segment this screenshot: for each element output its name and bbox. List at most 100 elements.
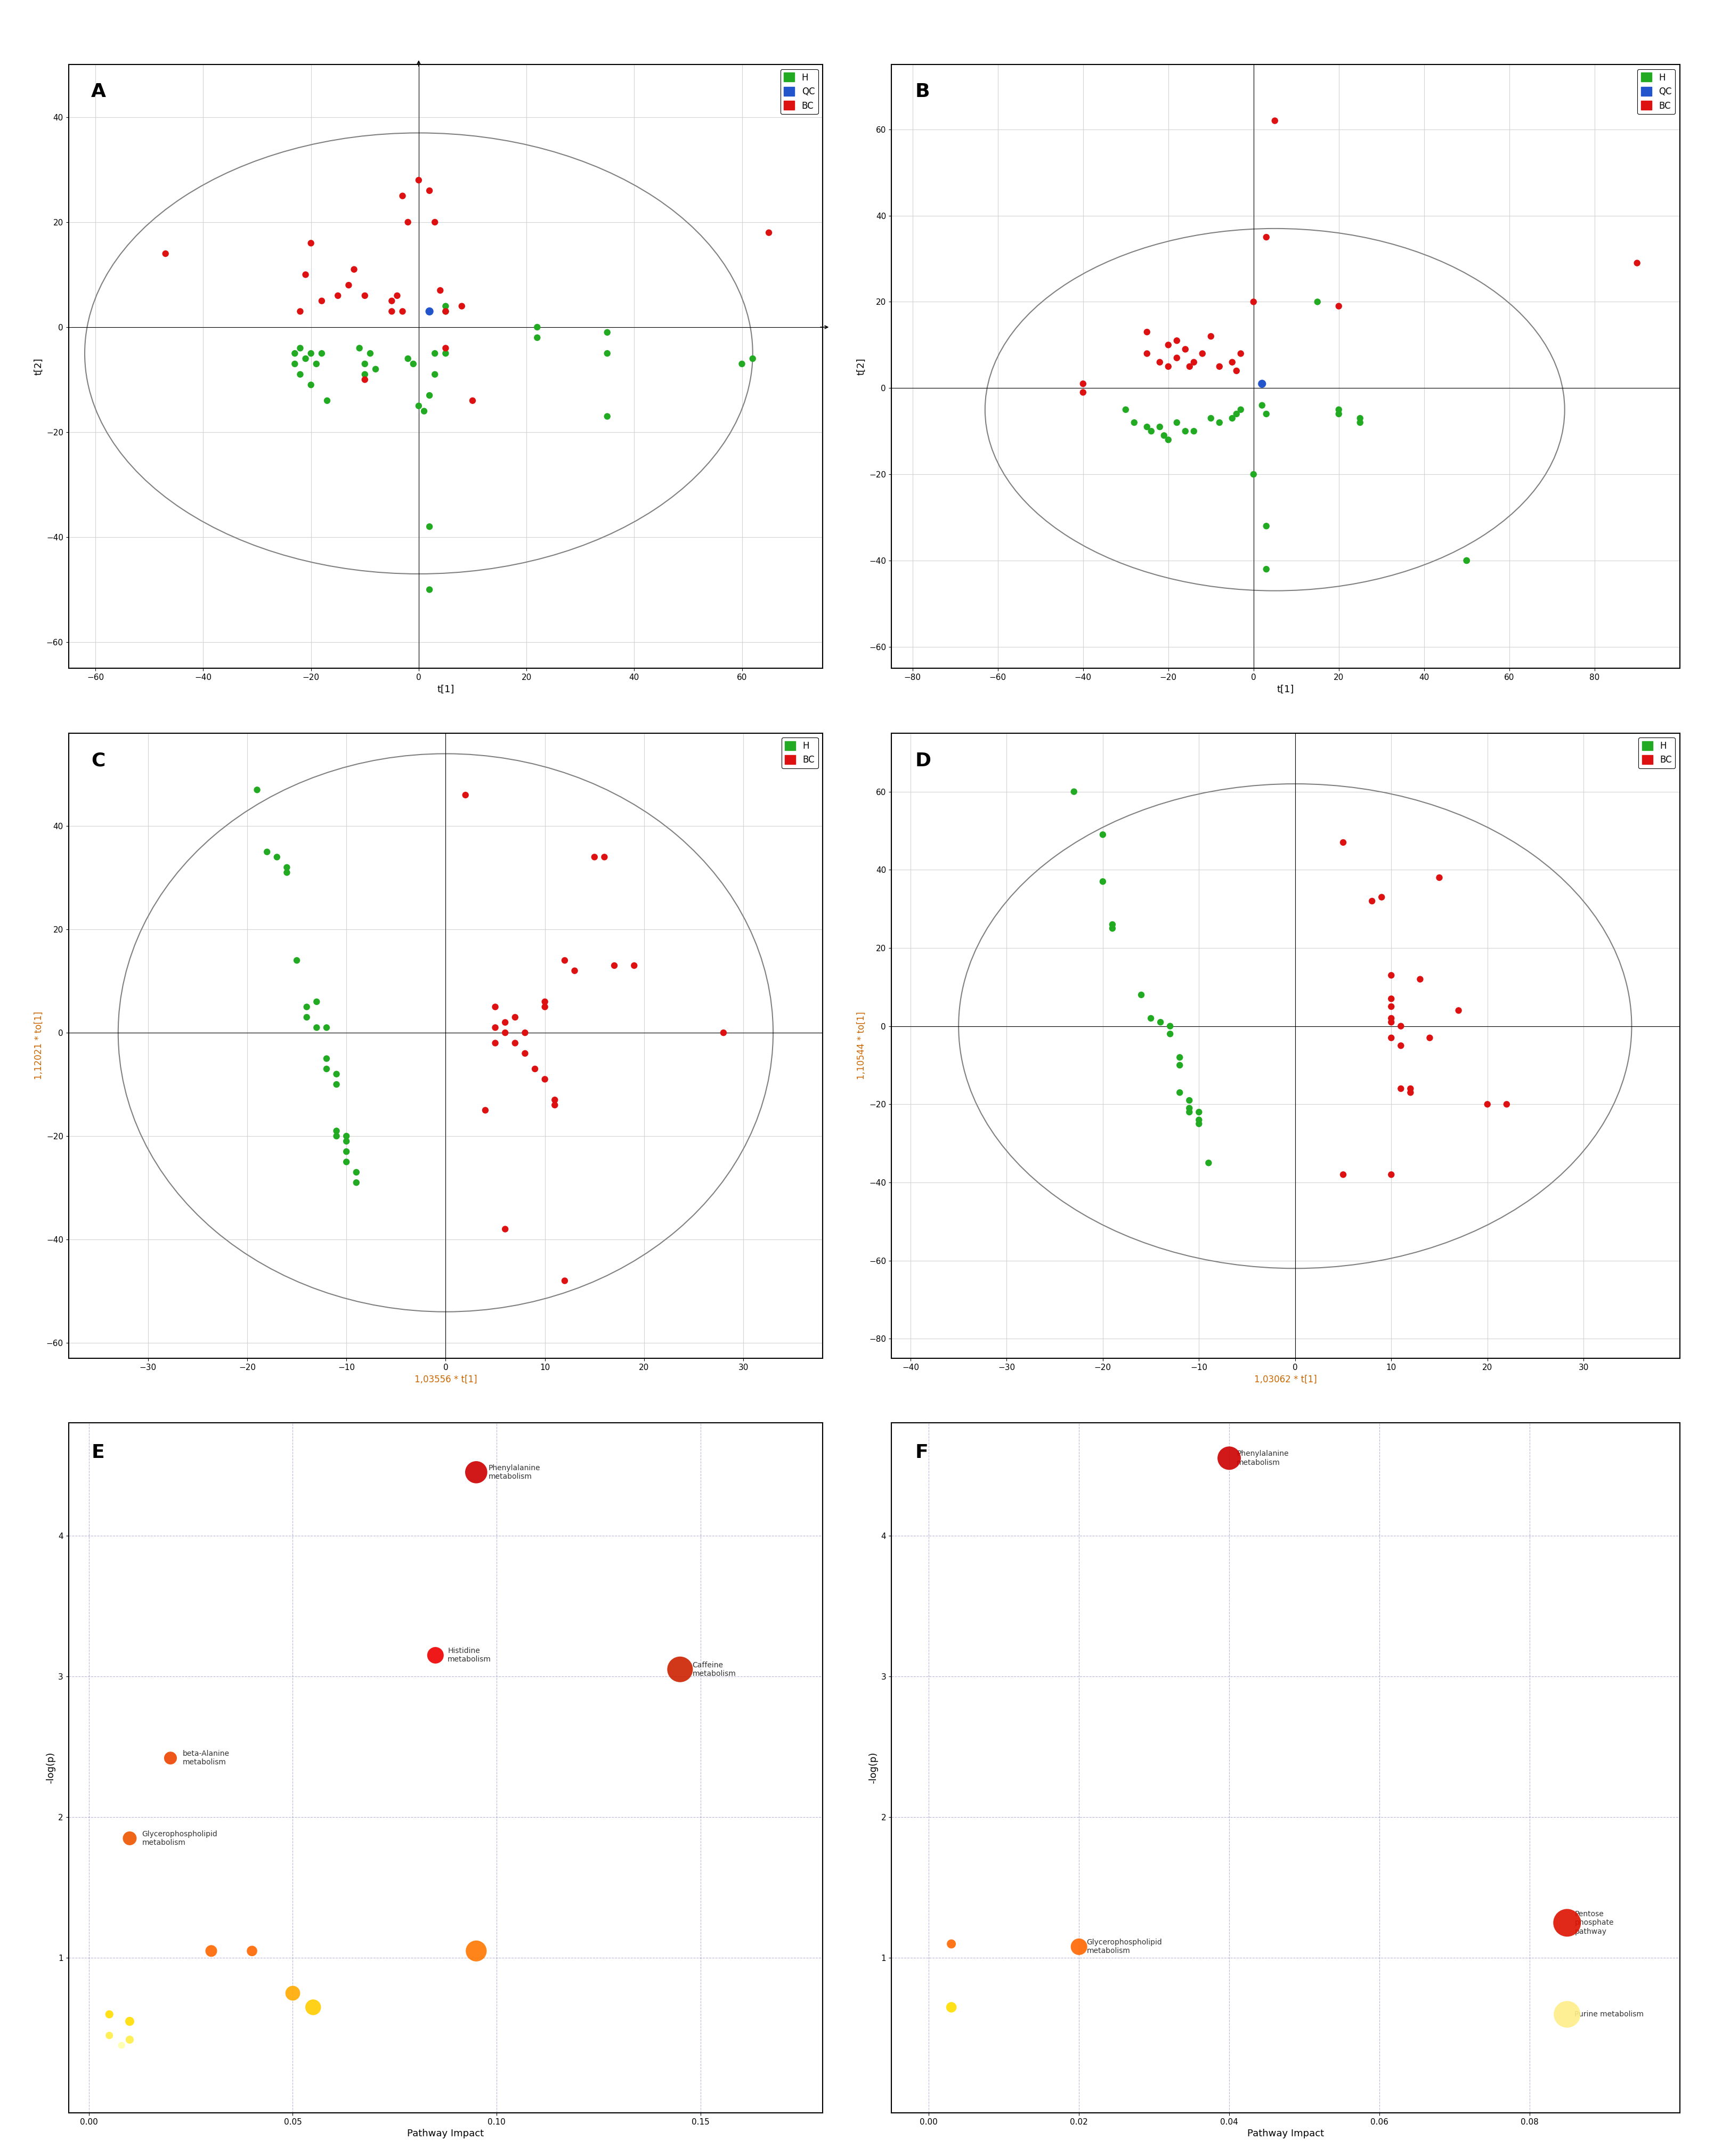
Point — [542, 1089, 569, 1123]
Point — [1147, 1005, 1174, 1039]
Point — [1347, 405, 1375, 440]
Point — [314, 384, 341, 418]
Text: A: A — [91, 82, 106, 101]
Point — [581, 841, 608, 875]
Point — [1099, 908, 1126, 942]
Text: Histidine
metabolism: Histidine metabolism — [447, 1647, 492, 1662]
Point — [351, 358, 379, 392]
Point — [1253, 552, 1280, 586]
Point — [1227, 336, 1255, 371]
Text: Purine metabolism: Purine metabolism — [1575, 2012, 1644, 2018]
Point — [417, 293, 444, 328]
Point — [333, 1145, 360, 1179]
Point — [281, 347, 309, 382]
Point — [334, 267, 362, 302]
Point — [333, 1134, 360, 1169]
Point — [309, 285, 336, 319]
Point — [1253, 397, 1280, 431]
Point — [1147, 410, 1174, 444]
Point — [243, 772, 271, 806]
Point — [1368, 880, 1395, 914]
Point — [1325, 392, 1352, 427]
Point — [1453, 543, 1481, 578]
Point — [153, 237, 180, 272]
Point — [1378, 1020, 1405, 1054]
Point — [394, 205, 422, 239]
Legend: H, QC, BC: H, QC, BC — [1637, 69, 1675, 114]
Point — [303, 347, 331, 382]
Point — [1325, 397, 1352, 431]
Point — [1253, 220, 1280, 254]
Point — [417, 509, 444, 543]
Point — [531, 985, 559, 1020]
Point — [938, 1927, 965, 1962]
Point — [346, 330, 374, 364]
Point — [1205, 349, 1232, 384]
Point — [427, 274, 454, 308]
Point — [1219, 345, 1246, 379]
Point — [1196, 319, 1224, 354]
Point — [492, 1015, 519, 1050]
Point — [96, 1996, 123, 2031]
Point — [417, 172, 444, 207]
Point — [1248, 388, 1275, 423]
Y-axis label: t[2]: t[2] — [857, 358, 866, 375]
Point — [291, 257, 319, 291]
Point — [550, 1263, 578, 1298]
X-axis label: 1,03062 * t[1]: 1,03062 * t[1] — [1255, 1373, 1316, 1384]
Point — [117, 2022, 144, 2057]
Point — [1155, 349, 1183, 384]
Point — [1112, 392, 1140, 427]
Point — [511, 1015, 538, 1050]
Point — [1181, 345, 1208, 379]
Point — [463, 1934, 490, 1968]
X-axis label: t[1]: t[1] — [437, 683, 454, 694]
Point — [389, 293, 417, 328]
Text: beta-Alanine
metabolism: beta-Alanine metabolism — [183, 1751, 230, 1766]
X-axis label: Pathway Impact: Pathway Impact — [1248, 2128, 1323, 2139]
Point — [281, 336, 309, 371]
Point — [739, 341, 766, 375]
Point — [362, 351, 389, 386]
Point — [1172, 414, 1200, 448]
Point — [1157, 1009, 1184, 1044]
Point — [96, 2018, 123, 2053]
Point — [422, 1639, 449, 1673]
Point — [1190, 336, 1217, 371]
Point — [322, 1056, 350, 1091]
Point — [531, 990, 559, 1024]
Point — [1172, 332, 1200, 367]
Point — [1186, 1106, 1214, 1141]
Point — [343, 1156, 370, 1190]
Point — [286, 293, 314, 328]
Point — [1088, 817, 1116, 852]
Text: Phenylalanine
metabolism: Phenylalanine metabolism — [1238, 1451, 1289, 1466]
Point — [314, 1011, 341, 1046]
Point — [286, 330, 314, 364]
Point — [1378, 957, 1405, 992]
Point — [279, 1975, 307, 2009]
Point — [1378, 1005, 1405, 1039]
Point — [756, 216, 783, 250]
Point — [502, 1026, 530, 1061]
Point — [333, 1119, 360, 1153]
Point — [1166, 1039, 1193, 1074]
X-axis label: t[1]: t[1] — [1277, 683, 1294, 694]
Point — [1378, 990, 1405, 1024]
Y-axis label: 1,12021 * to[1]: 1,12021 * to[1] — [34, 1011, 43, 1080]
Point — [1186, 1102, 1214, 1136]
Point — [1155, 423, 1183, 457]
Point — [523, 321, 550, 356]
Point — [471, 1093, 499, 1128]
Point — [422, 358, 449, 392]
Point — [405, 164, 432, 198]
Point — [521, 1052, 548, 1087]
Point — [1553, 1906, 1580, 1940]
Point — [1176, 1091, 1203, 1125]
Y-axis label: -log(p): -log(p) — [869, 1753, 878, 1783]
Point — [1304, 285, 1332, 319]
Point — [384, 278, 411, 313]
Point — [297, 369, 324, 403]
Point — [1176, 1095, 1203, 1130]
Text: E: E — [91, 1445, 105, 1462]
